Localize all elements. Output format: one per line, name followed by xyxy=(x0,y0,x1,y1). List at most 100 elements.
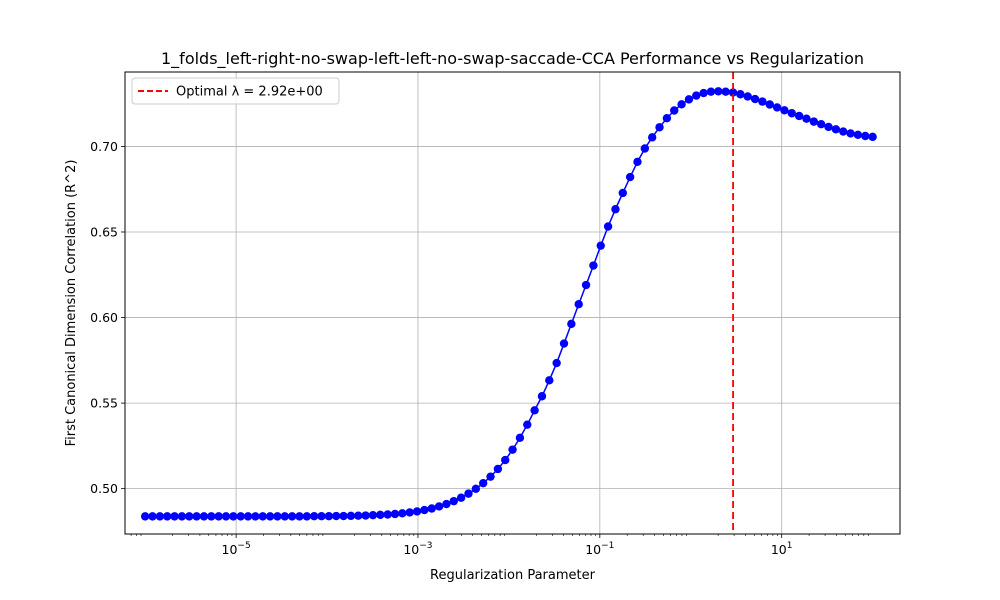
data-point xyxy=(574,300,583,309)
data-point xyxy=(670,106,679,115)
data-point xyxy=(655,123,664,132)
x-axis-ticks: 10−5 10−3 10−1 101 xyxy=(130,534,869,557)
y-tick-label: 0.65 xyxy=(90,224,118,239)
data-point xyxy=(471,484,481,494)
data-point xyxy=(824,122,833,132)
data-point xyxy=(603,222,613,231)
chart-title: 1_folds_left-right-no-swap-left-left-no-… xyxy=(161,49,864,69)
y-tick-label: 0.60 xyxy=(90,310,118,325)
data-point xyxy=(868,132,877,142)
data-point xyxy=(581,280,591,290)
data-point xyxy=(552,358,561,368)
data-point xyxy=(295,512,304,521)
data-point xyxy=(317,512,326,521)
data-point xyxy=(427,504,436,513)
legend-label-optimal: Optimal λ = 2.92e+00 xyxy=(176,85,323,100)
data-point xyxy=(140,512,150,521)
x-tick-label: 10−3 xyxy=(403,541,432,557)
data-point xyxy=(772,103,782,112)
data-point xyxy=(361,511,370,520)
data-point xyxy=(346,511,356,521)
data-point xyxy=(515,433,525,443)
data-point xyxy=(809,117,819,126)
axes-frame xyxy=(124,71,901,535)
data-point xyxy=(589,261,598,270)
data-point xyxy=(221,512,231,521)
data-point xyxy=(765,100,774,109)
data-point xyxy=(523,420,532,429)
data-point xyxy=(545,376,554,385)
data-point xyxy=(839,127,848,136)
data-point xyxy=(853,130,863,139)
data-point xyxy=(567,319,576,329)
data-point xyxy=(309,512,319,521)
y-tick-label: 0.70 xyxy=(90,139,118,154)
data-point xyxy=(662,114,672,123)
data-point xyxy=(699,88,708,98)
data-point xyxy=(618,188,627,198)
data-point xyxy=(802,114,811,123)
data-point xyxy=(420,505,429,515)
data-point xyxy=(501,455,510,465)
data-point xyxy=(324,512,334,521)
data-point xyxy=(163,512,172,521)
data-point xyxy=(265,512,275,521)
data-point xyxy=(280,512,289,521)
x-tick-label: 10−1 xyxy=(585,541,614,557)
legend: Optimal λ = 2.92e+00 xyxy=(131,77,340,105)
data-point xyxy=(170,512,179,521)
y-tick-label: 0.50 xyxy=(90,481,118,496)
data-point xyxy=(302,512,312,521)
data-point xyxy=(861,131,870,141)
data-point xyxy=(464,489,473,498)
data-point xyxy=(493,464,503,474)
data-point xyxy=(611,205,620,214)
data-point xyxy=(398,509,407,518)
data-point xyxy=(486,472,495,481)
grid xyxy=(125,72,900,534)
data-point xyxy=(478,478,488,488)
legend-box xyxy=(131,77,340,105)
data-point xyxy=(647,133,657,142)
data-point xyxy=(559,339,569,348)
data-point xyxy=(368,510,378,520)
data-point xyxy=(258,512,267,521)
data-point xyxy=(640,144,650,153)
data-point xyxy=(148,512,157,521)
x-tick-label: 10−5 xyxy=(222,541,251,557)
data-point xyxy=(530,406,539,415)
data-point xyxy=(383,510,392,519)
data-point xyxy=(780,106,789,115)
data-point xyxy=(787,109,796,118)
data-point xyxy=(706,87,716,96)
data-point xyxy=(596,241,605,250)
data-point xyxy=(185,512,194,521)
data-point xyxy=(758,97,767,106)
data-point xyxy=(831,125,841,134)
y-axis-ticks: 0.50 0.55 0.60 0.65 0.70 xyxy=(90,139,125,496)
data-point xyxy=(207,512,216,521)
data-point xyxy=(736,90,745,99)
y-axis-label: First Canonical Dimension Correlation (R… xyxy=(64,160,79,447)
data-point xyxy=(412,507,422,516)
data-point xyxy=(449,496,458,506)
data-point xyxy=(214,512,223,521)
data-point xyxy=(692,91,701,100)
data-point xyxy=(721,87,730,96)
x-axis-label: Regularization Parameter xyxy=(430,568,596,583)
data-point xyxy=(434,502,444,511)
data-point xyxy=(354,511,363,520)
plot-content xyxy=(140,72,877,534)
data-point xyxy=(750,94,760,104)
data-point xyxy=(714,87,723,96)
data-point xyxy=(625,172,635,182)
data-point xyxy=(846,129,855,138)
data-point xyxy=(684,95,694,104)
data-point xyxy=(376,510,385,520)
data-point xyxy=(508,445,517,454)
data-point xyxy=(816,119,826,129)
data-point xyxy=(794,111,804,121)
data-point xyxy=(177,512,187,521)
data-point xyxy=(287,512,297,521)
data-point xyxy=(633,157,642,167)
